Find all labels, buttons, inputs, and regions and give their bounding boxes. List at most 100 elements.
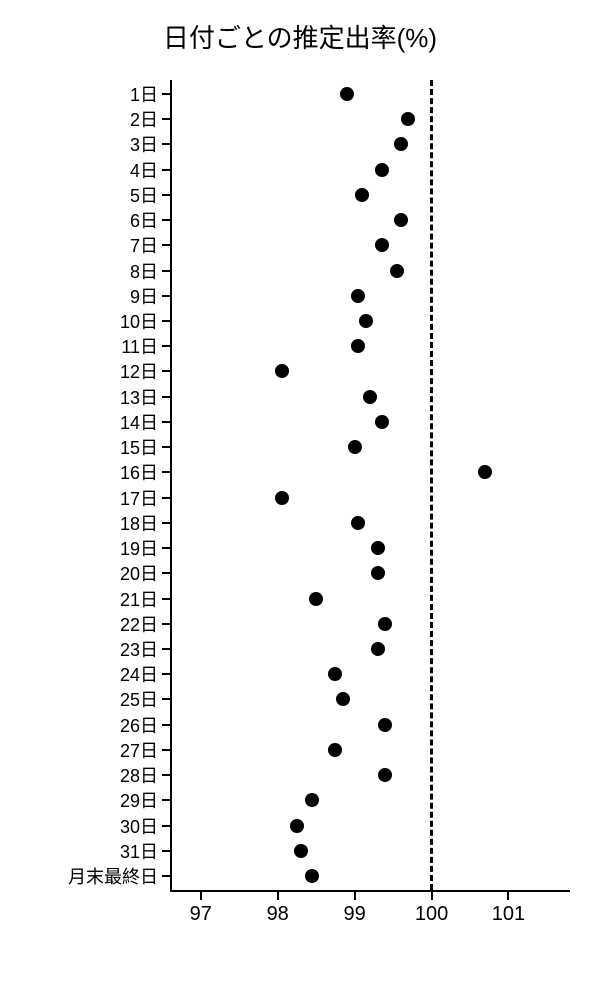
y-axis-label: 27日 xyxy=(120,737,158,763)
data-point xyxy=(378,768,392,782)
y-axis-label: 月末最終日 xyxy=(68,863,158,889)
data-point xyxy=(359,314,373,328)
y-tick xyxy=(162,875,170,877)
y-axis-label: 10日 xyxy=(120,308,158,334)
y-tick xyxy=(162,143,170,145)
data-point xyxy=(305,869,319,883)
data-point xyxy=(348,440,362,454)
x-tick xyxy=(431,890,433,900)
y-axis-label: 15日 xyxy=(120,434,158,460)
y-tick xyxy=(162,396,170,398)
y-tick xyxy=(162,194,170,196)
data-point xyxy=(309,592,323,606)
data-point xyxy=(336,692,350,706)
data-point xyxy=(351,289,365,303)
y-tick xyxy=(162,244,170,246)
data-point xyxy=(294,844,308,858)
y-axis-label: 25日 xyxy=(120,686,158,712)
data-point xyxy=(401,112,415,126)
y-axis-label: 12日 xyxy=(120,358,158,384)
y-axis-label: 19日 xyxy=(120,535,158,561)
y-axis-label: 8日 xyxy=(130,258,158,284)
y-axis-label: 26日 xyxy=(120,712,158,738)
y-tick xyxy=(162,598,170,600)
x-tick xyxy=(277,890,279,900)
y-axis-label: 7日 xyxy=(130,232,158,258)
data-point xyxy=(328,743,342,757)
y-tick xyxy=(162,522,170,524)
data-point xyxy=(390,264,404,278)
y-tick xyxy=(162,421,170,423)
data-point xyxy=(371,642,385,656)
y-tick xyxy=(162,799,170,801)
y-axis-line xyxy=(170,80,172,890)
y-tick xyxy=(162,270,170,272)
y-axis-label: 30日 xyxy=(120,813,158,839)
chart-container: 日付ごとの推定出率(%) 1日2日3日4日5日6日7日8日9日10日11日12日… xyxy=(0,0,600,1000)
y-axis-label: 31日 xyxy=(120,838,158,864)
data-point xyxy=(371,566,385,580)
data-point xyxy=(375,415,389,429)
data-point xyxy=(290,819,304,833)
data-point xyxy=(394,137,408,151)
y-tick xyxy=(162,724,170,726)
y-axis-label: 18日 xyxy=(120,510,158,536)
data-point xyxy=(351,339,365,353)
y-tick xyxy=(162,471,170,473)
y-axis-label: 20日 xyxy=(120,560,158,586)
x-axis-label: 101 xyxy=(492,903,525,926)
plot-area: 1日2日3日4日5日6日7日8日9日10日11日12日13日14日15日16日1… xyxy=(170,80,570,890)
y-axis-label: 9日 xyxy=(130,283,158,309)
y-tick xyxy=(162,446,170,448)
y-tick xyxy=(162,320,170,322)
data-point xyxy=(478,465,492,479)
data-point xyxy=(378,718,392,732)
y-axis-label: 5日 xyxy=(130,182,158,208)
data-point xyxy=(328,667,342,681)
y-tick xyxy=(162,648,170,650)
data-point xyxy=(351,516,365,530)
data-point xyxy=(378,617,392,631)
data-point xyxy=(355,188,369,202)
y-tick xyxy=(162,547,170,549)
data-point xyxy=(375,163,389,177)
y-axis-label: 11日 xyxy=(121,333,158,359)
y-axis-label: 4日 xyxy=(130,157,158,183)
x-tick xyxy=(354,890,356,900)
y-tick xyxy=(162,370,170,372)
y-tick xyxy=(162,295,170,297)
x-axis-line xyxy=(170,890,570,892)
y-tick xyxy=(162,169,170,171)
x-tick xyxy=(200,890,202,900)
x-axis-label: 99 xyxy=(343,903,365,926)
y-tick xyxy=(162,219,170,221)
reference-line xyxy=(430,80,433,890)
y-tick xyxy=(162,673,170,675)
data-point xyxy=(275,491,289,505)
data-point xyxy=(275,364,289,378)
y-tick xyxy=(162,118,170,120)
chart-title: 日付ごとの推定出率(%) xyxy=(0,18,600,55)
y-axis-label: 3日 xyxy=(130,131,158,157)
x-axis-label: 97 xyxy=(190,903,212,926)
x-axis-label: 98 xyxy=(267,903,289,926)
y-axis-label: 13日 xyxy=(120,384,158,410)
x-axis-label: 100 xyxy=(415,903,448,926)
y-tick xyxy=(162,698,170,700)
x-tick xyxy=(507,890,509,900)
y-axis-label: 24日 xyxy=(120,661,158,687)
y-tick xyxy=(162,497,170,499)
y-axis-label: 23日 xyxy=(120,636,158,662)
y-tick xyxy=(162,774,170,776)
y-axis-label: 14日 xyxy=(120,409,158,435)
data-point xyxy=(394,213,408,227)
data-point xyxy=(371,541,385,555)
y-tick xyxy=(162,345,170,347)
y-tick xyxy=(162,825,170,827)
data-point xyxy=(363,390,377,404)
y-axis-label: 29日 xyxy=(120,787,158,813)
y-axis-label: 6日 xyxy=(130,207,158,233)
y-axis-label: 22日 xyxy=(120,611,158,637)
data-point xyxy=(305,793,319,807)
y-axis-label: 2日 xyxy=(130,106,158,132)
